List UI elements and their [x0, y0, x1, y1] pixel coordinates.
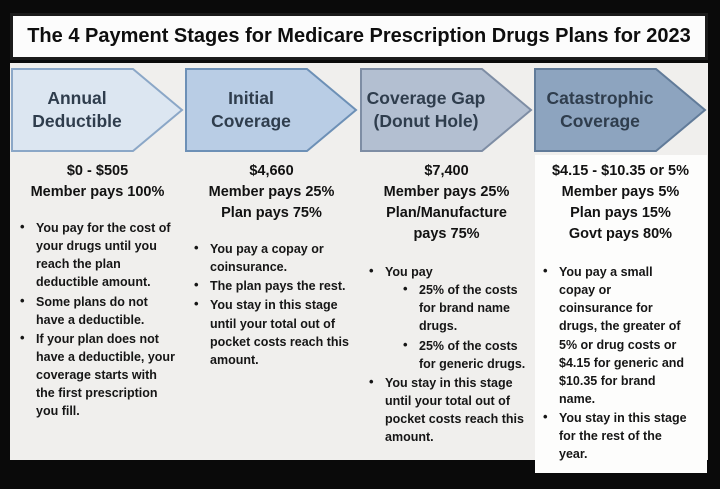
amount-line: $4,660 [249, 163, 294, 179]
stage-initial-coverage: Initial Coverage $4,660 Member pays 25% … [184, 63, 359, 460]
bullet-item: You pay a small copay or coinsurance for… [537, 262, 688, 408]
stage-arrow: Catastrophic Coverage [534, 68, 708, 152]
bullet-text: You pay [385, 265, 433, 279]
amount-line: Plan pays 15% [570, 205, 671, 222]
sub-bullet-item: 25% of the costs for generic drugs. [397, 335, 526, 373]
stage-amounts: $4.15 - $10.35 or 5% Member pays 5% Plan… [533, 161, 708, 245]
stage-label: Annual Deductible [11, 68, 143, 152]
stage-label-line: Initial [228, 88, 274, 109]
stage-annual-deductible: Annual Deductible $0 - $505 Member pays … [10, 63, 185, 460]
title-bar: The 4 Payment Stages for Medicare Prescr… [10, 13, 708, 60]
amount-line: Plan/Manufacture [386, 205, 507, 222]
sub-bullet-item: 25% of the costs for brand name drugs. [397, 280, 526, 335]
medicare-stages-diagram: Annual Deductible $0 - $505 Member pays … [10, 63, 708, 473]
amount-line: $4.15 - $10.35 or 5% [551, 163, 690, 179]
stage-label-line: Coverage [211, 111, 291, 131]
page-title: The 4 Payment Stages for Medicare Prescr… [27, 25, 691, 47]
stage-amounts: $4,660 Member pays 25% Plan pays 75% [184, 161, 359, 224]
bullet-item: You pay 25% of the costs for brand name … [363, 262, 526, 373]
amount-line: Member pays 100% [30, 184, 165, 201]
bullet-item: Some plans do not have a deductible. [14, 291, 177, 329]
bullet-item: You stay in this stage until your total … [188, 295, 351, 369]
stage-arrow: Initial Coverage [185, 68, 359, 152]
amount-line: Member pays 25% [208, 184, 335, 201]
bullet-item: You stay in this stage until your total … [363, 373, 526, 447]
stage-coverage-gap: Coverage Gap (Donut Hole) $7,400 Member … [359, 63, 534, 460]
stage-bullet-list: You pay a copay or coinsurance. The plan… [188, 239, 351, 370]
stage-label-line: (Donut Hole) [373, 111, 479, 131]
amount-line: Member pays 5% [561, 184, 680, 201]
stage-label: Coverage Gap (Donut Hole) [360, 68, 492, 152]
stage-label-line: Coverage Gap [366, 88, 486, 109]
bullet-item: You pay for the cost of your drugs until… [14, 218, 177, 292]
bullet-item: You pay a copay or coinsurance. [188, 239, 351, 276]
stage-arrow: Annual Deductible [11, 68, 185, 152]
bullet-item: If your plan does not have a deductible,… [14, 329, 177, 421]
amount-line: Member pays 25% [383, 184, 510, 201]
stage-arrow: Coverage Gap (Donut Hole) [360, 68, 534, 152]
amount-line: Plan pays 75% [221, 205, 322, 222]
arrow-right-icon [360, 68, 533, 152]
stage-catastrophic-coverage: Catastrophic Coverage $4.15 - $10.35 or … [533, 63, 708, 461]
stage-label-line: Annual [47, 88, 107, 109]
arrow-right-icon [11, 68, 184, 152]
arrow-right-icon [185, 68, 358, 152]
arrow-right-icon [534, 68, 707, 152]
stage-label-line: Coverage [560, 111, 640, 131]
stage-bullet-list: You pay for the cost of your drugs until… [14, 218, 177, 421]
bullet-item: You stay in this stage for the rest of t… [537, 408, 688, 463]
stage-label-line: Deductible [32, 111, 122, 131]
stage-bullet-list: You pay 25% of the costs for brand name … [363, 262, 526, 447]
stage-label-line: Catastrophic [546, 88, 654, 109]
amount-line: $0 - $505 [66, 163, 129, 179]
stage-amounts: $0 - $505 Member pays 100% [10, 161, 185, 203]
stage-amounts: $7,400 Member pays 25% Plan/Manufacture … [359, 161, 534, 245]
stage-label: Catastrophic Coverage [534, 68, 666, 152]
amount-line: $7,400 [424, 163, 469, 179]
amount-line: Govt pays 80% [568, 226, 673, 243]
amount-line: pays 75% [413, 226, 480, 243]
stage-bullet-list: You pay a small copay or coinsurance for… [537, 262, 688, 464]
bullet-item: The plan pays the rest. [188, 276, 351, 295]
stage-label: Initial Coverage [185, 68, 317, 152]
